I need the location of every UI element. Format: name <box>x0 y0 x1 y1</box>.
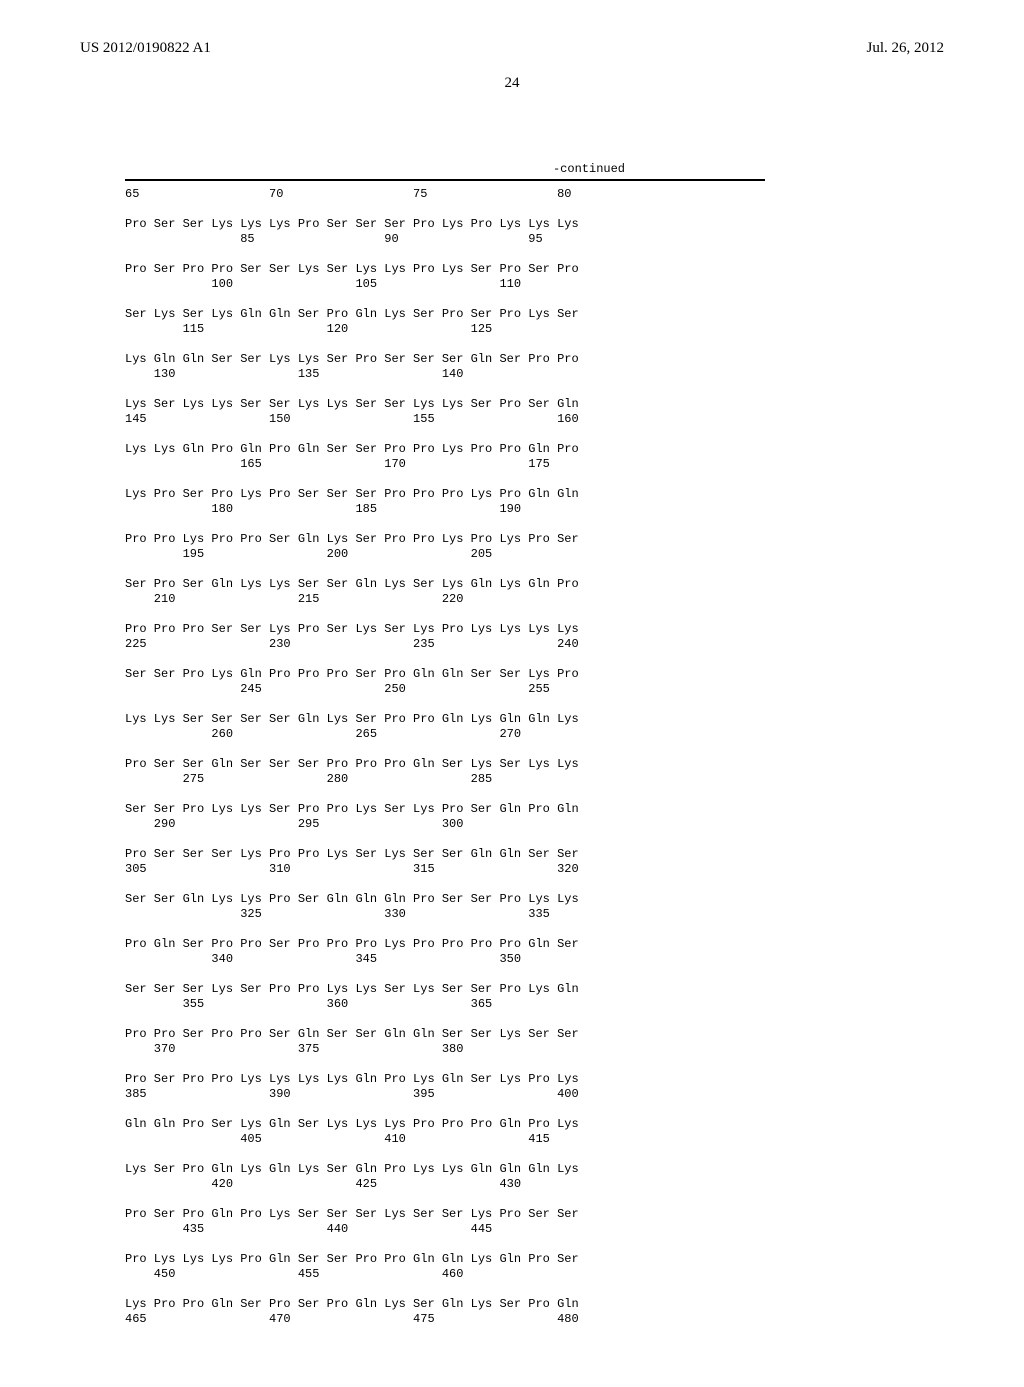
publication-id: US 2012/0190822 A1 <box>80 40 211 57</box>
page-number: 24 <box>80 75 944 92</box>
sequence-listing: 65 70 75 80 Pro Ser Ser Lys Lys Lys Pro … <box>125 187 944 1327</box>
page-header: US 2012/0190822 A1 Jul. 26, 2012 <box>80 40 944 57</box>
publication-date: Jul. 26, 2012 <box>866 40 944 57</box>
continued-label: -continued <box>125 162 765 176</box>
patent-page: US 2012/0190822 A1 Jul. 26, 2012 24 -con… <box>0 0 1024 1387</box>
continued-header-wrap: -continued <box>125 162 765 181</box>
divider-line <box>125 179 765 181</box>
